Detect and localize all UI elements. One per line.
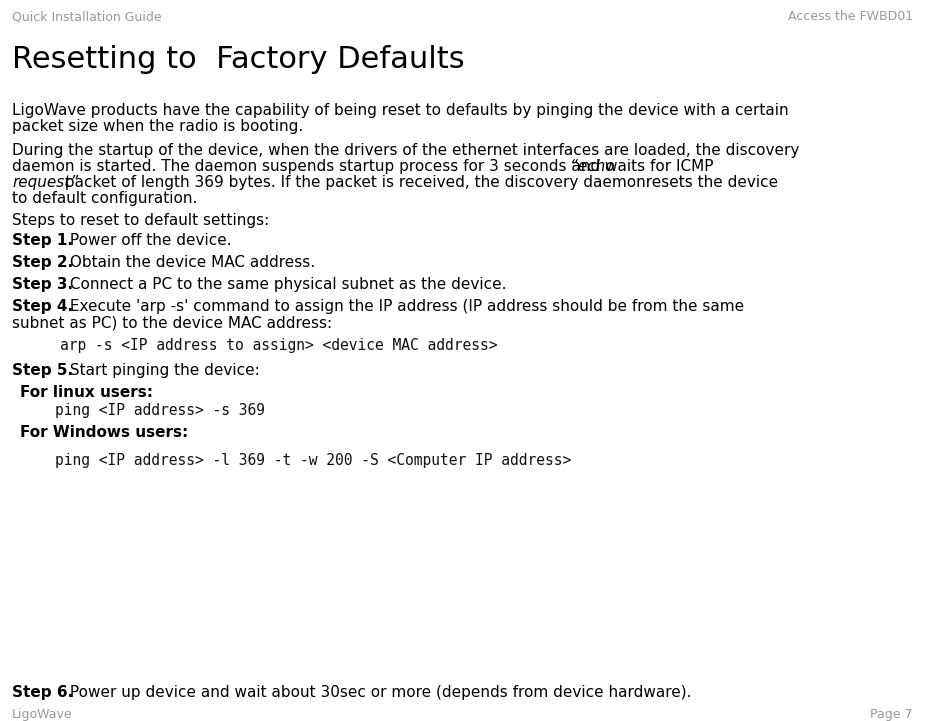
Text: Power off the device.: Power off the device.: [65, 233, 231, 248]
Text: Step 6.: Step 6.: [12, 685, 73, 700]
Text: subnet as PC) to the device MAC address:: subnet as PC) to the device MAC address:: [12, 315, 332, 330]
Text: During the startup of the device, when the drivers of the ethernet interfaces ar: During the startup of the device, when t…: [12, 143, 799, 158]
Text: Connect a PC to the same physical subnet as the device.: Connect a PC to the same physical subnet…: [65, 277, 507, 292]
Text: Step 3.: Step 3.: [12, 277, 73, 292]
Text: Step 4.: Step 4.: [12, 299, 73, 314]
Text: For linux users:: For linux users:: [20, 385, 153, 400]
Text: Page 7: Page 7: [870, 708, 913, 721]
Text: LigoWave: LigoWave: [12, 708, 73, 721]
Text: Step 2.: Step 2.: [12, 255, 73, 270]
Text: ping <IP address> -s 369: ping <IP address> -s 369: [55, 403, 265, 418]
Text: daemon is started. The daemon suspends startup process for 3 seconds and waits f: daemon is started. The daemon suspends s…: [12, 159, 719, 174]
Text: Execute 'arp -s' command to assign the IP address (IP address should be from the: Execute 'arp -s' command to assign the I…: [65, 299, 744, 314]
Text: request”: request”: [12, 175, 78, 190]
Text: Power up device and wait about 30sec or more (depends from device hardware).: Power up device and wait about 30sec or …: [65, 685, 692, 700]
Text: ping <IP address> -l 369 -t -w 200 -S <Computer IP address>: ping <IP address> -l 369 -t -w 200 -S <C…: [55, 453, 572, 468]
Text: Quick Installation Guide: Quick Installation Guide: [12, 10, 162, 23]
Text: Obtain the device MAC address.: Obtain the device MAC address.: [65, 255, 315, 270]
Text: Start pinging the device:: Start pinging the device:: [65, 363, 260, 378]
Text: Steps to reset to default settings:: Steps to reset to default settings:: [12, 213, 269, 228]
Text: For Windows users:: For Windows users:: [20, 425, 189, 440]
Text: Access the FWBD01: Access the FWBD01: [788, 10, 913, 23]
Text: LigoWave products have the capability of being reset to defaults by pinging the : LigoWave products have the capability of…: [12, 103, 789, 118]
Text: Step 1.: Step 1.: [12, 233, 73, 248]
Text: “echo: “echo: [570, 159, 614, 174]
Text: packet size when the radio is booting.: packet size when the radio is booting.: [12, 119, 303, 134]
Text: Step 5.: Step 5.: [12, 363, 73, 378]
Text: arp -s <IP address to assign> <device MAC address>: arp -s <IP address to assign> <device MA…: [60, 338, 498, 353]
Text: to default configuration.: to default configuration.: [12, 191, 197, 206]
Text: Resetting to  Factory Defaults: Resetting to Factory Defaults: [12, 45, 464, 74]
Text: packet of length 369 bytes. If the packet is received, the discovery daemonreset: packet of length 369 bytes. If the packe…: [60, 175, 778, 190]
